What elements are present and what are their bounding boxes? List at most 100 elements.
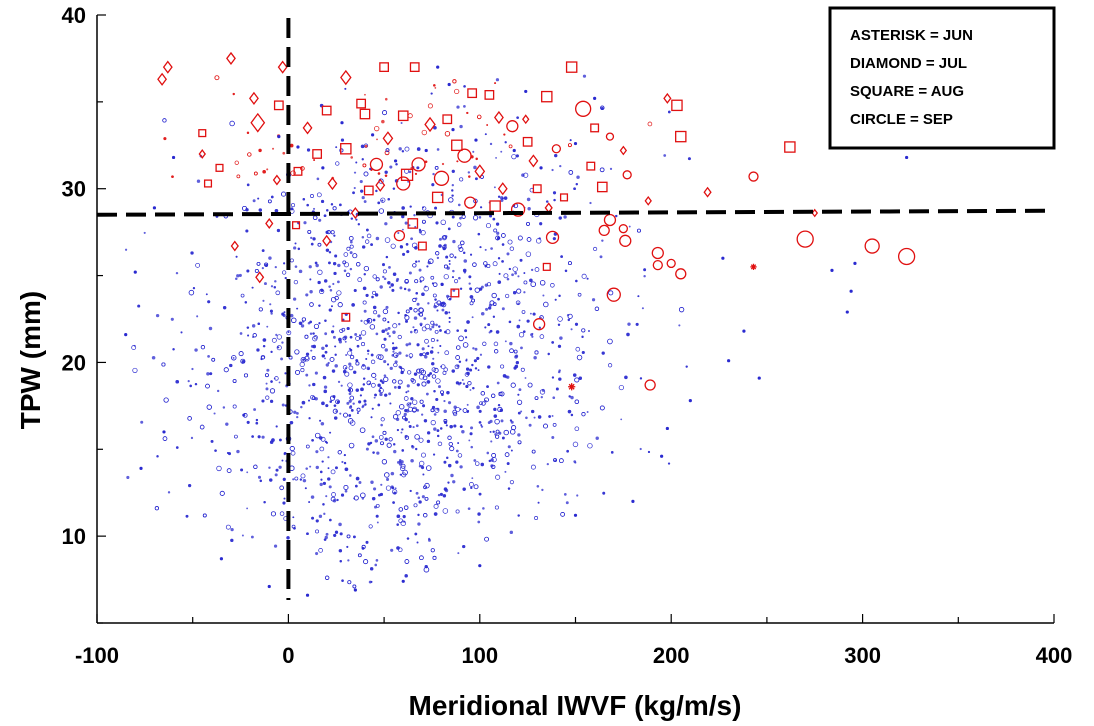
- data-point: [434, 206, 438, 210]
- data-point: [282, 477, 286, 481]
- data-point: [489, 142, 493, 146]
- data-point: [292, 297, 297, 301]
- data-point: [401, 206, 405, 210]
- data-point: [442, 494, 447, 498]
- data-point: [440, 282, 444, 286]
- data-point: [196, 179, 201, 183]
- data-point: [407, 406, 413, 412]
- data-point: [308, 417, 311, 420]
- data-point: [491, 464, 496, 469]
- data-point-asterisk: [750, 263, 757, 271]
- data-point: [223, 367, 229, 373]
- data-point: [641, 307, 644, 310]
- data-point: [379, 379, 383, 383]
- data-point: [430, 92, 433, 95]
- data-point: [245, 229, 249, 233]
- data-point: [335, 410, 338, 413]
- data-point: [444, 311, 448, 315]
- data-point-diamond: [157, 72, 168, 86]
- data-point: [353, 535, 356, 539]
- data-point: [342, 318, 345, 321]
- data-point: [380, 343, 386, 349]
- data-point: [532, 312, 536, 316]
- data-point: [415, 491, 419, 495]
- data-point: [246, 269, 250, 273]
- data-point: [269, 303, 272, 306]
- data-point: [385, 305, 389, 309]
- data-point: [315, 519, 319, 523]
- data-point: [468, 282, 471, 285]
- data-point: [593, 96, 597, 100]
- data-point: [376, 451, 380, 455]
- data-point: [363, 265, 369, 272]
- data-point: [497, 280, 502, 284]
- y-tick-label: 20: [62, 350, 86, 375]
- data-point: [413, 503, 418, 508]
- data-point: [388, 286, 392, 289]
- data-point-circle: [619, 234, 632, 247]
- data-point: [405, 309, 410, 314]
- data-point-diamond: [619, 145, 628, 156]
- data-point: [343, 484, 349, 490]
- data-point: [163, 397, 169, 403]
- y-axis-title: TPW (mm): [15, 291, 46, 429]
- data-point-square: [671, 99, 683, 112]
- data-point-square: [359, 108, 371, 120]
- data-point: [278, 381, 281, 384]
- data-point: [402, 469, 408, 476]
- data-point: [491, 292, 497, 299]
- data-point: [325, 344, 328, 348]
- data-point: [276, 334, 282, 340]
- data-point: [137, 304, 141, 308]
- data-point: [539, 334, 545, 339]
- data-point: [407, 370, 412, 375]
- data-point: [216, 389, 220, 393]
- data-point: [414, 279, 419, 284]
- data-point: [334, 295, 339, 301]
- data-point: [586, 277, 589, 280]
- data-point: [667, 462, 671, 465]
- data-point: [398, 351, 402, 355]
- data-point: [340, 384, 343, 387]
- data-point-square: [450, 288, 460, 298]
- data-point-diamond: [522, 114, 530, 125]
- data-point: [543, 301, 549, 308]
- data-point: [261, 249, 265, 253]
- data-point: [261, 266, 264, 270]
- data-point: [429, 327, 432, 331]
- data-point: [393, 491, 397, 495]
- data-point: [236, 449, 240, 454]
- data-point: [607, 363, 613, 368]
- data-point: [600, 107, 604, 110]
- data-point: [385, 255, 389, 259]
- data-point: [514, 364, 519, 369]
- data-point: [618, 384, 624, 391]
- data-point: [222, 406, 226, 409]
- data-point: [266, 325, 269, 328]
- data-point: [225, 524, 231, 530]
- data-point: [323, 385, 328, 389]
- data-point: [647, 121, 653, 127]
- data-point: [599, 255, 603, 259]
- data-point: [436, 500, 441, 505]
- data-point: [401, 228, 404, 231]
- data-point-square: [340, 143, 352, 155]
- data-point: [365, 357, 368, 360]
- data-point: [526, 197, 531, 202]
- data-point: [503, 429, 509, 436]
- data-point-circle: [506, 120, 519, 133]
- data-point: [195, 262, 201, 268]
- data-point: [489, 430, 492, 433]
- data-point: [280, 357, 284, 361]
- data-point: [390, 283, 394, 287]
- data-point: [247, 152, 252, 157]
- data-point: [473, 459, 477, 462]
- data-point: [377, 314, 381, 318]
- data-point: [427, 431, 431, 435]
- data-point: [267, 584, 271, 589]
- data-point: [477, 520, 481, 524]
- data-point: [290, 207, 294, 211]
- data-point: [417, 260, 421, 263]
- data-point: [404, 559, 410, 564]
